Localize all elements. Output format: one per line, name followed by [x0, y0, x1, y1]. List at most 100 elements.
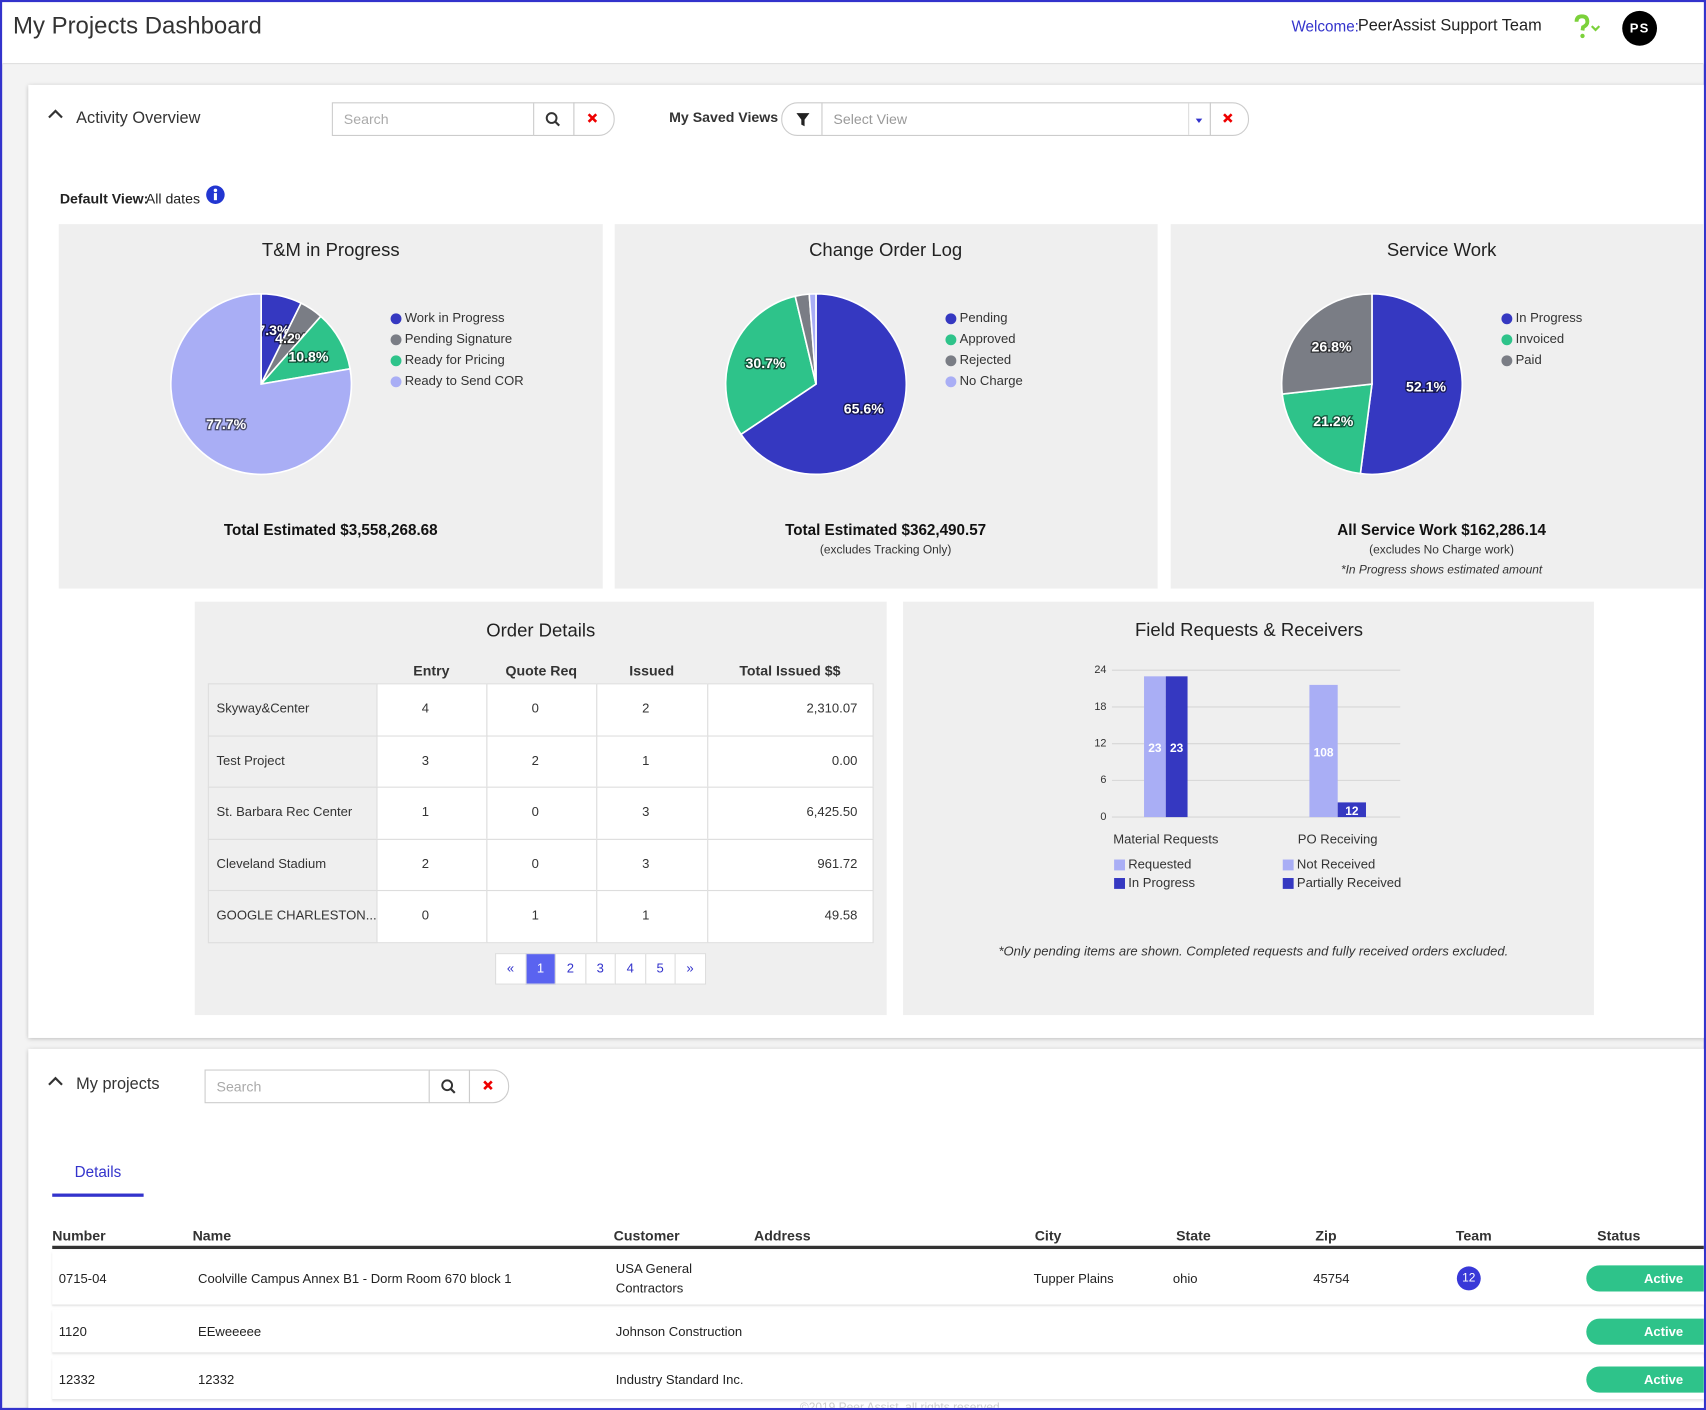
- column-header: Address: [753, 1227, 811, 1244]
- page-link[interactable]: 3: [584, 953, 616, 985]
- search-icon: [545, 112, 561, 127]
- column-header: Number: [52, 1227, 106, 1244]
- collapse-chevron[interactable]: [46, 1074, 66, 1089]
- cell: 12332: [198, 1371, 235, 1387]
- cell: 0: [486, 683, 598, 737]
- bar: [1337, 802, 1366, 818]
- slice-label: 21.2%: [1313, 413, 1353, 429]
- page-title: My Projects Dashboard: [13, 11, 262, 40]
- legend-label: Invoiced: [1516, 331, 1565, 346]
- chart-title: T&M in Progress: [262, 239, 400, 260]
- clear-button[interactable]: [573, 102, 615, 136]
- saved-views-label: My Saved Views: [669, 108, 779, 126]
- x-glyph: [587, 113, 598, 123]
- cell: 2: [376, 838, 488, 892]
- slice-label: 10.8%: [288, 348, 328, 364]
- column-header: City: [1034, 1227, 1062, 1244]
- arrow: [1195, 118, 1203, 123]
- slice-label: 30.7%: [746, 355, 786, 371]
- total-label: Total Estimated $3,558,268.68: [224, 522, 438, 539]
- avatar[interactable]: PS: [1622, 10, 1658, 46]
- clear-view-button[interactable]: [1209, 102, 1250, 136]
- collapse-chevron[interactable]: [46, 107, 66, 122]
- row-name: Test Project: [207, 734, 378, 788]
- lens: [441, 1079, 454, 1092]
- column-header: Quote Req: [505, 662, 578, 679]
- search-input[interactable]: Search: [204, 1069, 430, 1104]
- info-icon[interactable]: [206, 185, 226, 205]
- column-header: Entry: [413, 662, 450, 679]
- bar-label: 23: [1148, 741, 1162, 755]
- cell: 1: [596, 889, 709, 943]
- clear-button[interactable]: [468, 1069, 510, 1104]
- view-select[interactable]: Select View: [821, 102, 1211, 136]
- panel-title: Order Details: [486, 620, 596, 641]
- pie-slice: [170, 292, 353, 476]
- page-link[interactable]: «: [495, 953, 527, 985]
- page-link[interactable]: 1: [524, 953, 556, 985]
- cell: 49.58: [707, 889, 874, 943]
- column-header: State: [1176, 1227, 1211, 1244]
- select-arrow[interactable]: [1188, 103, 1210, 135]
- y-tick-label: 18: [1094, 701, 1106, 713]
- table-header-rule: [52, 1245, 1704, 1250]
- default-view-label: Default View:: [59, 190, 149, 207]
- legend-swatch: [390, 334, 402, 346]
- cell: 2: [596, 683, 709, 737]
- chevron-glyph: [48, 1076, 63, 1086]
- bar: [1309, 684, 1338, 818]
- column-header: Status: [1597, 1227, 1641, 1244]
- legend-swatch: [1501, 313, 1513, 325]
- tab[interactable]: Details: [74, 1163, 122, 1181]
- cell: 3: [596, 786, 709, 840]
- column-header: Name: [192, 1227, 232, 1244]
- legend-label: Pending Signature: [405, 331, 512, 346]
- column-header: Team: [1455, 1227, 1492, 1244]
- status-pill: Active: [1586, 1365, 1704, 1393]
- x-glyph: [483, 1080, 493, 1091]
- help-glyph: [1574, 14, 1590, 31]
- slice-label: 65.6%: [844, 400, 884, 416]
- y-tick-label: 6: [1100, 774, 1106, 786]
- page-link[interactable]: 2: [554, 953, 586, 985]
- cell: Coolville Campus Annex B1 - Dorm Room 67…: [198, 1270, 512, 1287]
- legend-label: Ready for Pricing: [405, 352, 505, 367]
- cell: 1: [596, 734, 709, 788]
- table-row: [52, 1251, 1704, 1306]
- pie-slice: [1281, 383, 1373, 475]
- info-bar: [213, 193, 217, 201]
- legend-swatch: [1501, 355, 1513, 367]
- cell: 2,310.07: [707, 683, 874, 737]
- pie-slice: [739, 292, 908, 476]
- legend-label: Not Received: [1297, 856, 1375, 871]
- cell: USA General Contractors: [615, 1260, 693, 1296]
- slice-label: 52.1%: [1406, 378, 1446, 394]
- handle: [449, 1088, 456, 1094]
- search-input[interactable]: Search: [331, 102, 535, 136]
- pie-slice: [724, 295, 817, 436]
- column-header: Customer: [613, 1227, 680, 1244]
- cell: 961.72: [707, 838, 874, 892]
- legend-label: Rejected: [960, 352, 1012, 367]
- page-link[interactable]: »: [674, 953, 706, 985]
- pie-slice: [808, 292, 817, 385]
- search-button[interactable]: [428, 1069, 471, 1104]
- header: [2, 2, 1704, 65]
- column-header: Issued: [629, 662, 675, 679]
- filter-button[interactable]: [781, 102, 823, 136]
- note: *In Progress shows estimated amount: [1341, 562, 1543, 576]
- legend-swatch: [945, 313, 957, 325]
- legend-swatch: [390, 376, 402, 388]
- cell: EEweeeee: [198, 1324, 262, 1340]
- help-icon[interactable]: [1569, 13, 1606, 41]
- team-badge[interactable]: 12: [1456, 1266, 1481, 1291]
- total-label: Total Estimated $362,490.57: [785, 522, 986, 539]
- legend-swatch: [1282, 878, 1294, 889]
- clear-icon: [483, 1080, 493, 1091]
- legend-label: Work in Progress: [405, 310, 505, 325]
- search-button[interactable]: [533, 102, 575, 136]
- total-label: All Service Work $162,286.14: [1337, 522, 1546, 539]
- section-title: Activity Overview: [76, 108, 201, 128]
